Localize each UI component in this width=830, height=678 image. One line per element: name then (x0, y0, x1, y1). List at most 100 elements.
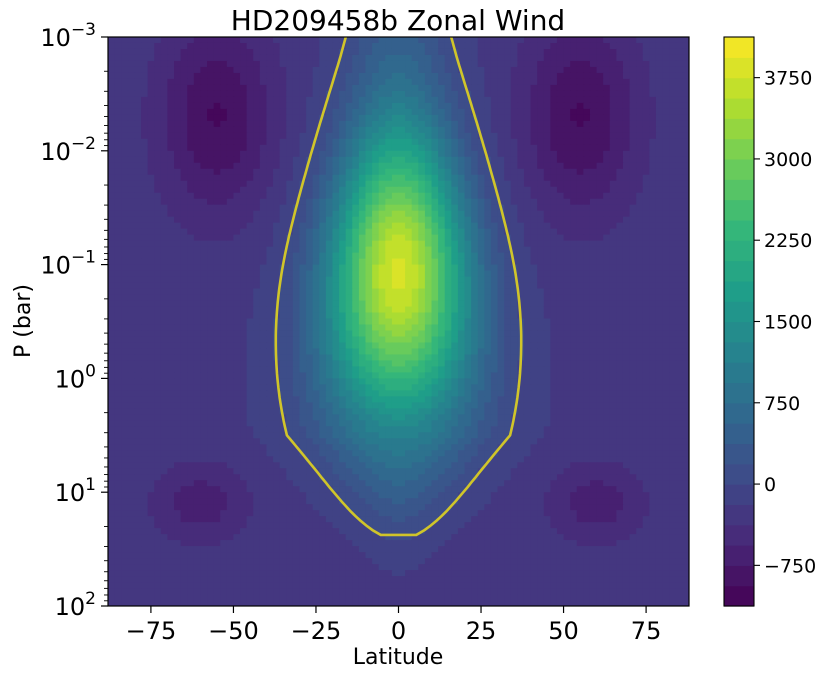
contour-cell (391, 306, 400, 314)
contour-cell (471, 54, 479, 62)
contour-cell (570, 84, 578, 92)
contour-cell (629, 336, 637, 344)
contour-cell (682, 96, 689, 104)
contour-cell (510, 234, 519, 242)
contour-cell (134, 150, 142, 158)
contour-cell (438, 42, 446, 50)
contour-cell (372, 108, 380, 116)
contour-cell (134, 180, 142, 188)
contour-cell (174, 276, 182, 284)
contour-cell (299, 258, 307, 266)
contour-cell (385, 270, 393, 278)
contour-cell (127, 174, 136, 182)
contour-cell (655, 348, 664, 356)
contour-cell (411, 90, 419, 98)
contour-cell (240, 210, 248, 218)
contour-cell (325, 216, 334, 224)
contour-cell (655, 234, 664, 242)
contour-cell (517, 216, 525, 224)
contour-cell (253, 108, 261, 116)
contour-cell (286, 108, 294, 116)
contour-cell (523, 162, 532, 170)
contour-cell (556, 324, 565, 332)
contour-cell (240, 264, 248, 272)
contour-cell (246, 150, 254, 158)
contour-cell (385, 312, 393, 320)
contour-cell (160, 126, 169, 134)
contour-cell (193, 66, 202, 74)
contour-cell (655, 324, 664, 332)
contour-cell (114, 162, 122, 170)
contour-cell (464, 120, 472, 128)
contour-cell (484, 228, 492, 236)
contour-cell (477, 360, 486, 368)
contour-cell (603, 234, 611, 242)
contour-cell (292, 108, 301, 116)
contour-cell (246, 72, 254, 80)
contour-cell (556, 264, 565, 272)
contour-cell (431, 234, 439, 242)
contour-cell (391, 330, 400, 338)
contour-cell (385, 120, 393, 128)
contour-cell (121, 198, 129, 206)
contour-cell (675, 114, 684, 122)
contour-cell (444, 120, 453, 128)
contour-cell (207, 192, 215, 200)
contour-cell (405, 348, 413, 356)
contour-cell (636, 348, 644, 356)
contour-cell (286, 216, 294, 224)
contour-cell (200, 366, 208, 374)
contour-cell (200, 264, 208, 272)
contour-cell (523, 312, 532, 320)
contour-cell (279, 372, 287, 380)
contour-cell (444, 342, 453, 350)
contour-cell (510, 306, 519, 314)
contour-cell (141, 282, 149, 290)
contour-cell (299, 42, 307, 50)
contour-cell (292, 96, 301, 104)
contour-cell (682, 330, 689, 338)
contour-cell (220, 78, 228, 86)
contour-cell (636, 96, 644, 104)
contour-cell (662, 138, 670, 146)
contour-cell (550, 372, 558, 380)
contour-cell (649, 198, 657, 206)
contour-cell (226, 240, 235, 248)
contour-cell (616, 90, 624, 98)
contour-cell (108, 234, 116, 242)
contour-cell (490, 306, 499, 314)
contour-cell (622, 300, 631, 308)
contour-cell (490, 318, 499, 326)
contour-cell (596, 366, 604, 374)
contour-cell (127, 150, 136, 158)
contour-cell (160, 294, 169, 302)
contour-cell (226, 276, 235, 284)
contour-cell (563, 204, 571, 212)
contour-cell (372, 102, 380, 110)
contour-cell (669, 222, 677, 230)
contour-cell (649, 162, 657, 170)
contour-cell (642, 330, 651, 338)
contour-cell (193, 252, 202, 260)
contour-cell (411, 144, 419, 152)
contour-cell (556, 204, 565, 212)
contour-cell (530, 324, 538, 332)
contour-cell (649, 330, 657, 338)
contour-cell (279, 312, 287, 320)
contour-cell (556, 168, 565, 176)
contour-cell (292, 294, 301, 302)
contour-cell (530, 348, 538, 356)
contour-cell (497, 366, 505, 374)
contour-cell (108, 336, 116, 344)
contour-cell (629, 318, 637, 326)
contour-cell (636, 234, 644, 242)
contour-cell (583, 282, 591, 290)
contour-cell (563, 330, 571, 338)
contour-cell (312, 126, 320, 134)
contour-cell (669, 336, 677, 344)
contour-cell (372, 312, 380, 320)
contour-cell (530, 366, 538, 374)
contour-cell (563, 276, 571, 284)
contour-cell (147, 276, 155, 284)
contour-cell (464, 138, 472, 146)
